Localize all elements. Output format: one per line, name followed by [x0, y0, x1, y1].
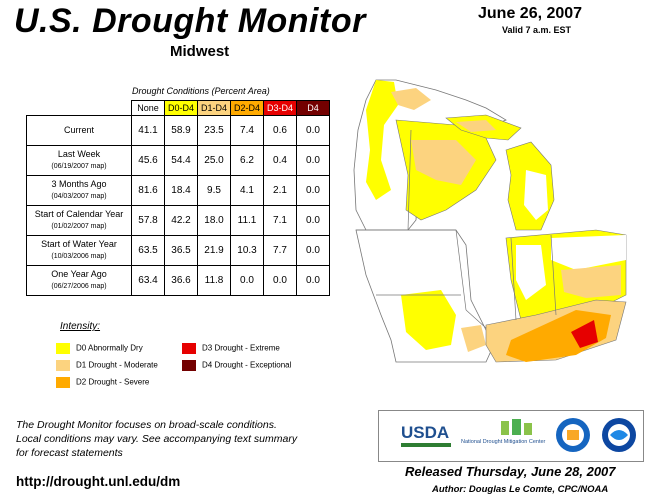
- table-cell: 25.0: [197, 145, 231, 176]
- table-row: One Year Ago (06/27/2006 map) 63.4 36.6 11.8…: [26, 265, 330, 296]
- state-borders: [356, 129, 557, 329]
- table-cell: 11.1: [230, 205, 264, 236]
- column-header: D4: [296, 100, 330, 116]
- map-date: June 26, 2007: [478, 5, 583, 22]
- table-cell: 41.1: [131, 115, 165, 146]
- drought-conditions-table: None D0-D4 D1-D4 D2-D4 D3-D4 D4 Current 4…: [26, 100, 330, 296]
- table-cell: 63.4: [131, 265, 165, 296]
- table-cell: 18.4: [164, 175, 198, 206]
- ohio-d1: [561, 265, 621, 298]
- table-cell: 0.0: [296, 175, 330, 206]
- table-cell: 0.4: [263, 145, 297, 176]
- table-cell: 23.5: [197, 115, 231, 146]
- michigan-lp-white: [524, 170, 548, 220]
- ndmc-logo: National Drought Mitigation Center: [461, 439, 546, 445]
- table-cell: 21.9: [197, 235, 231, 266]
- usda-logo: USDA: [401, 423, 450, 442]
- indiana-white: [516, 245, 546, 300]
- table-corner: [27, 101, 132, 116]
- map-title: U.S. Drought Monitor: [14, 2, 366, 40]
- row-label: Current: [26, 115, 132, 146]
- table-cell: 63.5: [131, 235, 165, 266]
- legend-item-d3: D3 Drought - Extreme: [182, 343, 280, 354]
- table-cell: 0.0: [296, 265, 330, 296]
- author-credit: Author: Douglas Le Comte, CPC/NOAA: [432, 484, 609, 495]
- row-label: Start of Water Year (10/03/2006 map): [26, 235, 132, 266]
- website-url[interactable]: http://drought.unl.edu/dm: [16, 474, 181, 489]
- table-cell: 7.1: [263, 205, 297, 236]
- table-cell: 58.9: [164, 115, 198, 146]
- row-label: Last Week (06/19/2007 map): [26, 145, 132, 176]
- wisconsin-d1: [411, 140, 476, 185]
- legend-swatch: [182, 343, 196, 354]
- table-cell: 18.0: [197, 205, 231, 236]
- table-cell: 4.1: [230, 175, 264, 206]
- release-date: Released Thursday, June 28, 2007: [405, 464, 616, 479]
- column-header: D1-D4: [197, 100, 231, 116]
- minnesota-d0: [366, 80, 398, 200]
- table-cell: 0.6: [263, 115, 297, 146]
- logo-box: USDA National Drought Mitigation Center: [378, 410, 644, 462]
- row-label: Start of Calendar Year (01/02/2007 map): [26, 205, 132, 236]
- legend-swatch: [56, 343, 70, 354]
- table-cell: 7.7: [263, 235, 297, 266]
- table-cell: 7.4: [230, 115, 264, 146]
- table-cell: 9.5: [197, 175, 231, 206]
- missouri-d1: [461, 325, 486, 352]
- ohio-white: [551, 235, 626, 270]
- table-cell: 2.1: [263, 175, 297, 206]
- table-row: Last Week (06/19/2007 map) 45.6 54.4 25.0 6.2…: [26, 145, 330, 176]
- table-cell: 6.2: [230, 145, 264, 176]
- legend-item-d1: D1 Drought - Moderate: [56, 360, 158, 371]
- legend-swatch: [56, 360, 70, 371]
- kentucky-d3: [571, 320, 598, 348]
- valid-time: Valid 7 a.m. EST: [502, 25, 572, 35]
- kentucky-d2: [506, 310, 611, 362]
- ndmc-tree-icon: [501, 419, 532, 435]
- table-row: Start of Water Year (10/03/2006 map) 63.5 3…: [26, 235, 330, 266]
- table-cell: 0.0: [296, 235, 330, 266]
- column-header: D2-D4: [230, 100, 264, 116]
- noaa-logo-icon: [602, 418, 636, 452]
- region-subtitle: Midwest: [170, 43, 230, 60]
- column-header: D3-D4: [263, 100, 297, 116]
- table-cell: 10.3: [230, 235, 264, 266]
- table-cell: 36.5: [164, 235, 198, 266]
- legend-item-d2: D2 Drought - Severe: [56, 377, 149, 388]
- table-cell: 81.6: [131, 175, 165, 206]
- legend-title: Intensity:: [60, 321, 101, 332]
- missouri-d0: [401, 290, 456, 350]
- table-cell: 45.6: [131, 145, 165, 176]
- legend-swatch: [56, 377, 70, 388]
- michigan-up-d1: [456, 120, 496, 132]
- column-header: None: [131, 100, 165, 116]
- table-caption: Drought Conditions (Percent Area): [132, 86, 270, 96]
- usda-logo-bar: [401, 443, 451, 447]
- table-cell: 0.0: [230, 265, 264, 296]
- table-cell: 0.0: [263, 265, 297, 296]
- table-cell: 0.0: [296, 205, 330, 236]
- table-cell: 42.2: [164, 205, 198, 236]
- commerce-seal-icon: [556, 418, 590, 452]
- table-cell: 0.0: [296, 145, 330, 176]
- table-header-row: None D0-D4 D1-D4 D2-D4 D3-D4 D4: [27, 100, 330, 116]
- table-cell: 11.8: [197, 265, 231, 296]
- drought-map: [353, 79, 627, 363]
- legend-swatch: [182, 360, 196, 371]
- table-cell: 54.4: [164, 145, 198, 176]
- table-cell: 0.0: [296, 115, 330, 146]
- table-row: 3 Months Ago (04/03/2007 map) 81.6 18.4 9.5 4…: [26, 175, 330, 206]
- table-row: Current 41.1 58.9 23.5 7.4 0.6 0.0: [26, 115, 330, 146]
- table-cell: 36.6: [164, 265, 198, 296]
- legend-item-d0: D0 Abnormally Dry: [56, 343, 143, 354]
- row-label: One Year Ago (06/27/2006 map): [26, 265, 132, 296]
- column-header: D0-D4: [164, 100, 198, 116]
- minnesota-d1: [391, 88, 431, 110]
- legend-item-d4: D4 Drought - Exceptional: [182, 360, 291, 371]
- disclaimer-note: The Drought Monitor focuses on broad-sca…: [16, 419, 298, 459]
- table-row: Start of Calendar Year (01/02/2007 map) 57…: [26, 205, 330, 236]
- row-label: 3 Months Ago (04/03/2007 map): [26, 175, 132, 206]
- table-cell: 57.8: [131, 205, 165, 236]
